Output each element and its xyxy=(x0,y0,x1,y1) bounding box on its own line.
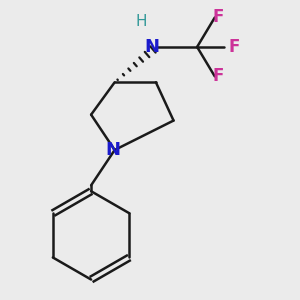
Text: H: H xyxy=(135,14,147,29)
Text: F: F xyxy=(212,68,224,85)
Text: F: F xyxy=(228,38,240,56)
Text: N: N xyxy=(106,141,121,159)
Text: N: N xyxy=(144,38,159,56)
Text: F: F xyxy=(212,8,224,26)
